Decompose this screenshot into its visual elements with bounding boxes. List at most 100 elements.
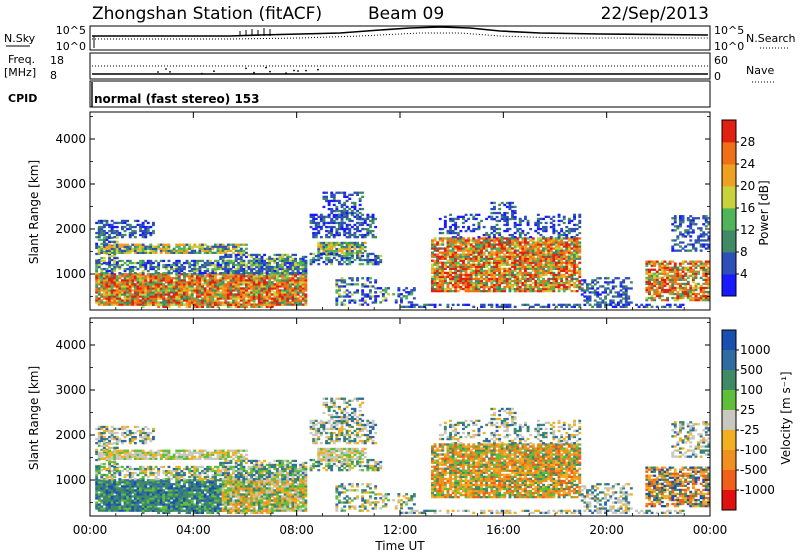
range-gate-cell xyxy=(441,237,445,240)
range-gate-cell xyxy=(185,281,189,284)
range-gate-cell xyxy=(229,281,233,284)
range-gate-cell xyxy=(493,275,496,279)
range-gate-cell xyxy=(113,283,117,286)
range-gate-cell xyxy=(121,299,124,302)
range-gate-cell xyxy=(144,281,148,284)
range-gate-cell xyxy=(653,276,657,279)
range-gate-cell xyxy=(691,292,695,296)
range-gate-cell xyxy=(518,227,522,231)
range-gate-cell xyxy=(467,279,471,283)
range-gate-cell xyxy=(668,284,672,288)
range-gate-cell xyxy=(314,221,318,225)
range-gate-cell xyxy=(462,239,465,242)
range-gate-cell xyxy=(495,247,499,250)
range-gate-cell xyxy=(154,295,158,298)
range-gate-cell xyxy=(126,279,130,282)
range-gate-cell xyxy=(95,265,99,269)
range-gate-cell xyxy=(131,273,135,276)
range-gate-cell xyxy=(666,299,669,302)
range-gate-cell xyxy=(175,289,179,292)
range-gate-cell xyxy=(379,287,383,290)
range-gate-cell xyxy=(689,286,693,290)
range-gate-cell xyxy=(539,241,543,244)
range-gate-cell xyxy=(343,303,347,306)
range-gate-cell xyxy=(224,297,228,300)
range-gate-cell xyxy=(100,249,104,252)
range-gate-cell xyxy=(681,217,685,220)
range-gate-cell xyxy=(534,285,538,289)
range-gate-cell xyxy=(190,287,194,290)
range-gate-cell xyxy=(144,229,148,233)
range-gate-cell xyxy=(686,219,690,222)
range-gate-cell xyxy=(369,277,372,280)
range-gate-cell xyxy=(133,249,137,252)
range-gate-cell xyxy=(226,261,230,265)
range-gate-cell xyxy=(257,277,261,280)
range-gate-cell xyxy=(206,281,210,284)
range-gate-cell xyxy=(469,247,473,250)
range-gate-cell xyxy=(263,295,266,298)
range-gate-cell xyxy=(180,273,184,276)
range-gate-cell xyxy=(322,197,326,200)
range-gate-cell xyxy=(177,261,181,265)
range-gate-cell xyxy=(699,294,703,298)
range-gate-cell xyxy=(560,277,564,281)
range-gate-cell xyxy=(371,215,375,218)
range-gate-cell xyxy=(118,275,122,278)
range-gate-cell xyxy=(467,255,471,258)
range-gate-cell xyxy=(446,253,450,256)
range-gate-cell xyxy=(257,283,261,286)
range-gate-cell xyxy=(270,287,274,290)
range-gate-cell xyxy=(513,221,517,225)
range-gate-cell xyxy=(547,241,551,244)
range-gate-cell xyxy=(482,290,486,293)
range-gate-cell xyxy=(115,221,119,225)
range-gate-cell xyxy=(449,213,452,216)
range-gate-cell xyxy=(345,258,349,262)
range-gate-cell xyxy=(195,267,199,271)
range-gate-cell xyxy=(268,265,272,269)
range-gate-cell xyxy=(353,245,357,249)
range-gate-cell xyxy=(95,252,99,256)
range-gate-cell xyxy=(469,290,473,293)
range-gate-cell xyxy=(557,265,561,268)
range-gate-cell xyxy=(658,266,662,269)
range-gate-cell xyxy=(118,265,122,269)
range-gate-cell xyxy=(154,259,158,263)
range-gate-cell xyxy=(648,268,651,271)
range-gate-cell xyxy=(586,299,589,302)
range-gate-cell xyxy=(260,291,264,294)
range-gate-cell xyxy=(518,221,522,225)
range-gate-cell xyxy=(340,263,344,266)
range-gate-cell xyxy=(555,239,558,242)
range-gate-cell xyxy=(660,280,664,284)
range-gate-cell xyxy=(141,251,145,254)
range-gate-cell xyxy=(449,217,452,221)
range-gate-cell xyxy=(505,239,509,242)
range-gate-cell xyxy=(226,245,230,248)
range-gate-cell xyxy=(524,217,527,221)
range-gate-cell xyxy=(154,275,158,278)
range-gate-cell xyxy=(534,247,538,250)
range-gate-cell xyxy=(562,245,566,248)
range-gate-cell xyxy=(570,265,574,268)
range-gate-cell xyxy=(330,207,334,211)
range-gate-cell xyxy=(500,257,504,260)
range-gate-cell xyxy=(459,263,463,266)
range-gate-cell xyxy=(681,266,685,269)
range-gate-cell xyxy=(645,296,649,300)
range-gate-cell xyxy=(239,257,243,261)
range-gate-cell xyxy=(513,283,517,287)
range-gate-cell xyxy=(309,258,313,262)
range-gate-cell xyxy=(648,280,651,284)
range-gate-cell xyxy=(167,272,171,275)
range-gate-cell xyxy=(335,227,339,231)
range-gate-cell xyxy=(141,301,145,304)
range-gate-cell xyxy=(208,301,212,304)
range-gate-cell xyxy=(154,269,158,273)
range-gate-cell xyxy=(121,259,124,263)
range-gate-cell xyxy=(177,243,181,246)
range-gate-cell xyxy=(456,237,460,240)
range-gate-cell xyxy=(141,261,145,265)
range-gate-cell xyxy=(500,251,504,254)
